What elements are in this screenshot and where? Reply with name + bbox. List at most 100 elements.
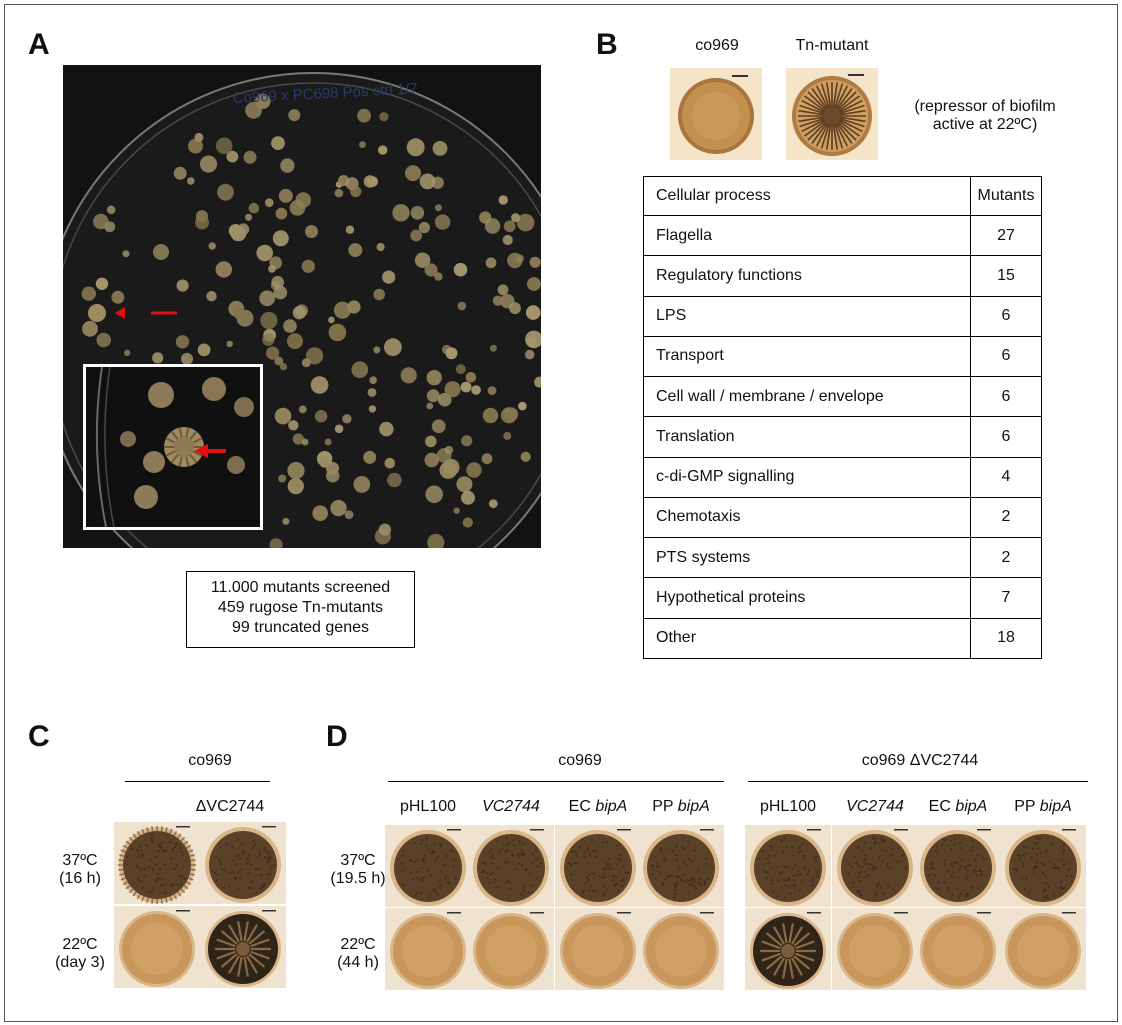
colony — [245, 101, 262, 119]
table-row: Flagella 27 — [643, 214, 1042, 257]
colony — [378, 523, 391, 536]
colony-photo — [468, 825, 554, 907]
colony — [516, 213, 535, 232]
panel-label-a: A — [28, 28, 50, 61]
colony-photo — [832, 825, 918, 907]
colony-photo — [385, 825, 471, 907]
colony — [176, 279, 189, 292]
colony — [268, 265, 276, 273]
colony — [359, 141, 366, 148]
temp-label: 22ºC — [340, 936, 376, 953]
colony-photo — [638, 908, 724, 990]
colony — [438, 392, 452, 407]
colony — [215, 137, 233, 155]
colony-photo — [200, 906, 286, 988]
colony-photo — [385, 908, 471, 990]
colony — [282, 517, 290, 525]
panel-c-row-22: 22ºC (day 3) — [40, 936, 120, 972]
colony — [122, 250, 130, 258]
colony — [489, 344, 497, 352]
colony — [301, 259, 315, 273]
colony — [256, 244, 273, 262]
column-label: EC bipA — [928, 798, 988, 815]
colony — [260, 311, 278, 330]
red-arrow-icon — [115, 307, 177, 319]
colony — [384, 338, 402, 357]
colony — [462, 517, 473, 528]
panel-d-group-mutant: co969 ΔVC2744 — [861, 752, 979, 769]
colony — [484, 218, 501, 234]
count-cell: 27 — [970, 214, 1042, 257]
colony — [434, 272, 443, 281]
colony — [271, 275, 284, 289]
colony — [215, 261, 232, 278]
colony — [427, 533, 445, 548]
colony — [425, 485, 444, 504]
colony — [392, 204, 410, 222]
table-row: Regulatory functions 15 — [643, 255, 1042, 297]
colony — [290, 478, 302, 490]
colony-photo — [745, 908, 831, 990]
colony — [460, 381, 472, 393]
process-cell: Regulatory functions — [643, 255, 971, 297]
colony — [197, 343, 211, 357]
colony — [367, 388, 377, 397]
colony — [288, 420, 299, 431]
colony — [292, 306, 306, 320]
colony — [274, 356, 284, 366]
panel-c-rule — [125, 781, 270, 782]
colony — [503, 431, 512, 440]
process-cell: Flagella — [643, 214, 971, 257]
panel-c-mutant: ΔVC2744 — [195, 798, 265, 815]
count-cell: 18 — [970, 617, 1042, 660]
colony — [345, 225, 355, 234]
colony-photo — [200, 822, 286, 904]
colony — [426, 402, 434, 410]
colony — [351, 361, 369, 379]
plate-inset — [83, 364, 263, 530]
colony — [507, 252, 523, 269]
colony — [411, 141, 421, 152]
colony — [466, 462, 482, 478]
colony — [471, 385, 481, 395]
colony — [273, 285, 288, 300]
colony — [243, 150, 257, 164]
plate-inner-rim — [63, 82, 541, 548]
count-cell: 2 — [970, 496, 1042, 539]
count-cell: 6 — [970, 416, 1042, 458]
table-row: PTS systems 2 — [643, 537, 1042, 579]
colony — [306, 347, 324, 365]
column-label: VC2744 — [482, 798, 540, 815]
colony-photo — [638, 825, 724, 907]
colony — [194, 132, 204, 142]
colony — [106, 205, 116, 215]
colony — [500, 294, 515, 309]
colony — [226, 150, 239, 163]
colony — [498, 195, 508, 205]
colony — [262, 333, 275, 346]
colony-photo — [915, 908, 1001, 990]
colony — [283, 319, 297, 333]
colony — [379, 112, 389, 122]
process-cell: Translation — [643, 416, 971, 458]
colony — [181, 352, 193, 365]
colony — [298, 405, 307, 414]
colony — [217, 183, 234, 201]
colony — [431, 419, 446, 434]
count-cell: 7 — [970, 577, 1042, 619]
colony — [426, 389, 440, 403]
colony — [500, 407, 517, 424]
colony — [502, 234, 513, 246]
panel-label-c: C — [28, 720, 50, 753]
colony — [328, 316, 335, 324]
colony — [434, 204, 442, 212]
colony — [272, 230, 289, 247]
count-cell: 4 — [970, 456, 1042, 498]
table-row: LPS 6 — [643, 295, 1042, 337]
colony — [292, 433, 304, 445]
colony — [511, 213, 521, 223]
colony — [527, 277, 541, 291]
inset-svg — [95, 367, 254, 527]
panel-d-rule-mutant — [748, 781, 1088, 782]
colony — [344, 510, 354, 520]
